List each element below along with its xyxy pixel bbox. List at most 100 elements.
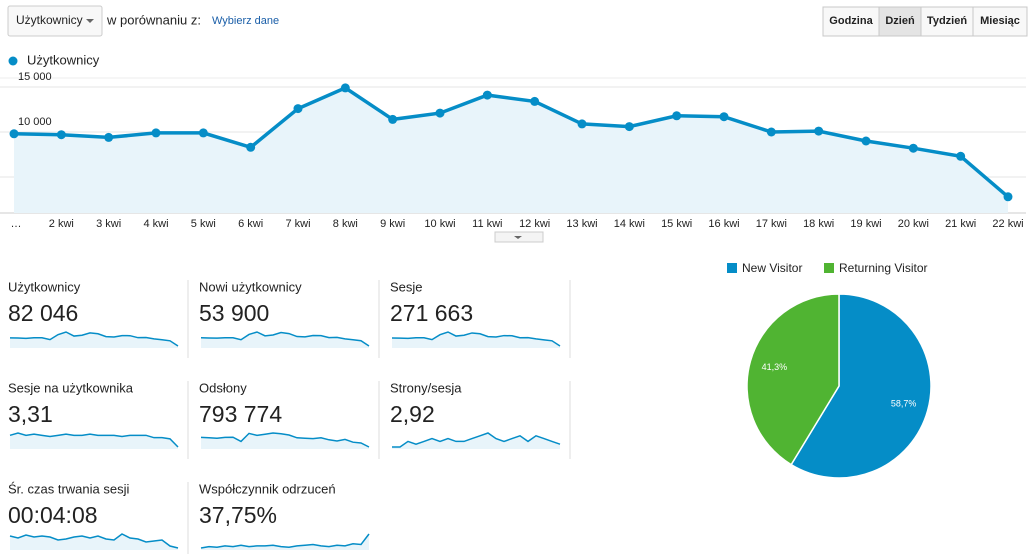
metric-label: Nowi użytkownicy (199, 279, 302, 294)
compare-text: w porównaniu z: (106, 12, 201, 27)
point (530, 96, 540, 106)
point (672, 111, 682, 121)
x-tick-label: 19 kwi (850, 218, 881, 230)
metric-label: Śr. czas trwania sesji (8, 481, 129, 496)
pie-value-label: 41,3% (762, 362, 788, 372)
dropdown-label: Użytkownicy (16, 13, 83, 27)
point (482, 90, 492, 100)
sparkline-area (201, 332, 369, 348)
sparkline (200, 331, 370, 347)
x-tick-label: 2 kwi (49, 218, 74, 230)
point (198, 128, 208, 138)
sparkline-area (201, 433, 369, 449)
point (577, 119, 587, 129)
x-tick-label: 14 kwi (614, 218, 645, 230)
range-button[interactable] (972, 6, 1028, 37)
point (956, 151, 966, 161)
compare-link[interactable]: Wybierz dane (212, 15, 279, 27)
range-button[interactable] (920, 6, 974, 37)
range-button-label: Tydzień (927, 15, 967, 27)
point (814, 126, 824, 136)
x-tick-label: 10 kwi (424, 218, 455, 230)
pie-value-label: 58,7% (891, 399, 917, 409)
pie-legend-swatch (727, 263, 737, 273)
x-tick-label: … (11, 218, 22, 230)
legend-label: Użytkownicy (27, 52, 100, 67)
point (104, 132, 114, 142)
x-tick-label: 15 kwi (661, 218, 692, 230)
metric-value: 00:04:08 (8, 502, 98, 528)
point (624, 122, 634, 132)
point (293, 104, 303, 114)
x-tick-label: 5 kwi (191, 218, 216, 230)
metric-value: 3,31 (8, 401, 53, 427)
point (151, 128, 161, 138)
metric-label: Współczynnik odrzuceń (199, 481, 336, 496)
metric-value: 271 663 (390, 300, 473, 326)
y-tick-label: 15 000 (18, 71, 52, 83)
x-tick-label: 4 kwi (143, 218, 168, 230)
x-tick-label: 17 kwi (756, 218, 787, 230)
point (340, 83, 350, 93)
point (766, 127, 776, 137)
legend-dot (8, 56, 18, 66)
metric-value: 2,92 (390, 401, 435, 427)
sparkline (9, 533, 179, 549)
metric-label: Użytkownicy (8, 279, 81, 294)
metric-value: 53 900 (199, 300, 269, 326)
range-button-label: Dzień (885, 15, 915, 27)
metric-label: Sesje na użytkownika (8, 380, 134, 395)
line-area (14, 87, 1008, 213)
dropdown-caret (86, 19, 94, 23)
x-tick-label: 11 kwi (472, 218, 502, 230)
x-tick-label: 12 kwi (519, 218, 550, 230)
point (388, 114, 398, 124)
sparkline-area (392, 433, 560, 449)
pie-slice (790, 293, 932, 479)
x-tick-label: 13 kwi (566, 218, 597, 230)
sparkline-area (10, 332, 178, 348)
metric-value: 82 046 (8, 300, 78, 326)
y-tick-label: 10 000 (18, 116, 52, 128)
metric-label: Sesje (390, 279, 423, 294)
metric-dropdown[interactable] (7, 5, 103, 37)
sparkline (391, 331, 561, 347)
x-tick-label: 18 kwi (803, 218, 834, 230)
range-button-label: Miesiąc (980, 15, 1020, 27)
point (56, 130, 66, 140)
point (435, 108, 445, 118)
pie-legend-label: Returning Visitor (839, 261, 928, 275)
x-tick-label: 16 kwi (708, 218, 739, 230)
pie-legend-swatch (824, 263, 834, 273)
metric-label: Odsłony (199, 380, 247, 395)
sparkline (200, 432, 370, 448)
expand-caret (514, 236, 522, 239)
point (719, 112, 729, 122)
point (1003, 192, 1013, 202)
x-tick-label: 8 kwi (333, 218, 358, 230)
point (908, 143, 918, 153)
range-button-label: Godzina (829, 15, 873, 27)
x-tick-label: 20 kwi (898, 218, 929, 230)
point (861, 136, 871, 146)
point (246, 142, 256, 152)
sparkline (392, 432, 561, 448)
line (13, 85, 1010, 199)
point (9, 129, 19, 139)
metric-value: 37,75% (199, 502, 277, 528)
metric-value: 793 774 (199, 401, 282, 427)
x-tick-label: 3 kwi (96, 218, 121, 230)
range-button[interactable] (822, 6, 880, 37)
x-tick-label: 21 kwi (945, 218, 976, 230)
sparkline-area (392, 332, 560, 348)
pie-legend-label: New Visitor (742, 261, 802, 275)
x-tick-label: 6 kwi (238, 218, 263, 230)
sparkline (9, 331, 179, 347)
metric-label: Strony/sesja (390, 380, 462, 395)
range-button[interactable] (878, 6, 922, 37)
sparkline (200, 533, 370, 549)
sparkline-area (10, 433, 178, 449)
x-tick-label: 22 kwi (992, 218, 1023, 230)
sparkline (9, 432, 179, 448)
